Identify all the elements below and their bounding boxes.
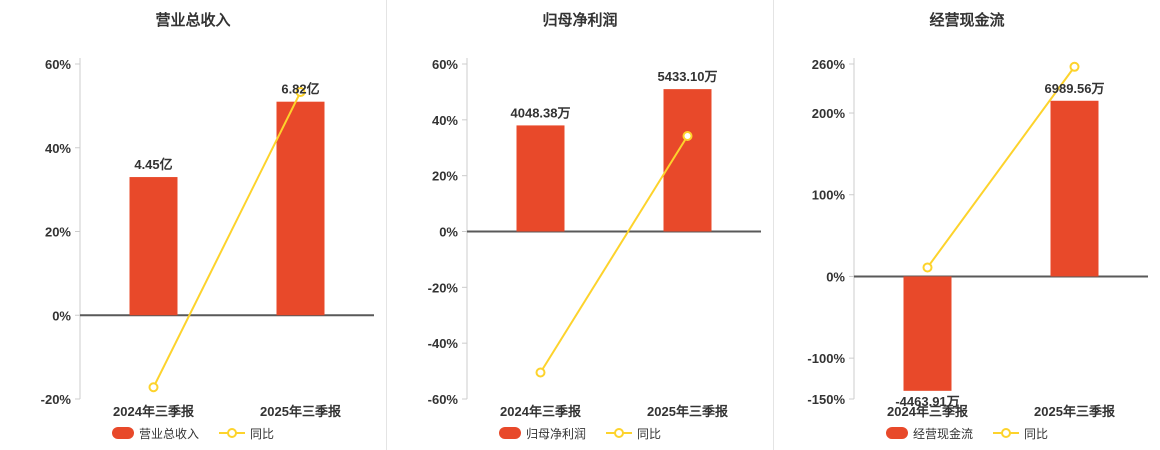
bar-value-label: 6.82亿 <box>281 82 319 97</box>
yoy-point-marker[interactable] <box>922 262 933 273</box>
y-tick-label: 40% <box>45 141 71 156</box>
bar-value-label: 5433.10万 <box>658 69 718 84</box>
revenue-chart: -20% 0% 20% 40% 60% 4.45亿 6.82亿 2024年三季报 2025年三季… <box>41 57 374 419</box>
yoy-point-marker[interactable] <box>1069 61 1080 72</box>
y-tick-label: -150% <box>807 392 845 407</box>
bar-swatch-icon <box>498 427 521 439</box>
line-dot-icon <box>227 428 237 438</box>
yoy-point-marker[interactable] <box>535 367 546 378</box>
legend-label: 归母净利润 <box>525 426 586 441</box>
y-tick-label: 40% <box>432 113 458 128</box>
line-swatch-icon <box>219 427 245 439</box>
bar-2025年三季报[interactable] <box>1050 100 1099 277</box>
legend-label: 同比 <box>250 426 275 441</box>
y-tick-label: 100% <box>812 188 846 203</box>
chart-legend-cash-flow: 经营现金流 同比 <box>774 421 1160 445</box>
chart-legend-net-profit: 归母净利润 同比 <box>387 421 773 445</box>
y-tick-label: -100% <box>807 351 845 366</box>
x-category-label: 2024年三季报 <box>887 404 969 419</box>
x-category-label: 2025年三季报 <box>647 404 729 419</box>
line-dot-icon <box>614 428 624 438</box>
yoy-trend-line <box>152 91 302 388</box>
x-category-label: 2025年三季报 <box>260 404 342 419</box>
legend-item-cash-flow-yoy[interactable]: 同比 <box>993 425 1048 442</box>
y-tick-label: 20% <box>45 225 71 240</box>
line-dot-icon <box>1001 428 1011 438</box>
legend-item-net-profit-yoy[interactable]: 同比 <box>606 425 661 442</box>
y-tick-label: 200% <box>812 106 846 121</box>
bar-2024年三季报[interactable] <box>903 276 952 391</box>
chart-panel-revenue: 营业总收入 -20% 0% 20% 40% 60% 4.45亿 6.82亿 2024年三季报 2… <box>0 0 386 450</box>
bar-value-label: 4048.38万 <box>511 105 571 120</box>
line-swatch-icon <box>606 427 632 439</box>
yoy-trend-line <box>926 66 1076 269</box>
x-category-label: 2024年三季报 <box>500 404 582 419</box>
chart-legend-revenue: 营业总收入 同比 <box>0 421 386 445</box>
line-swatch-icon <box>993 427 1019 439</box>
bar-2024年三季报[interactable] <box>129 177 178 316</box>
y-tick-label: 0% <box>52 308 71 323</box>
legend-label: 同比 <box>1024 426 1049 441</box>
x-category-label: 2025年三季报 <box>1034 404 1116 419</box>
chart-title-net-profit: 归母净利润 <box>542 12 618 29</box>
y-tick-label: 260% <box>812 57 846 72</box>
bar-2024年三季报[interactable] <box>516 125 565 232</box>
chart-title-cash-flow: 经营现金流 <box>929 12 1005 29</box>
y-tick-label: -20% <box>428 280 459 295</box>
legend-label: 同比 <box>637 426 662 441</box>
legend-item-revenue-bar[interactable]: 营业总收入 <box>111 425 199 442</box>
yoy-point-marker[interactable] <box>148 382 159 393</box>
legend-label: 经营现金流 <box>912 426 973 441</box>
net-profit-chart: -60% -40% -20% 0% 20% 40% 60% 4048.38万 5433.10万 2… <box>428 57 761 419</box>
legend-item-revenue-yoy[interactable]: 同比 <box>219 425 274 442</box>
cash-flow-chart: -150% -100% 0% 100% 200% 260% -4463.91万 6989.56… <box>807 57 1148 419</box>
yoy-trend-line <box>539 135 689 374</box>
bar-value-label: -4463.91万 <box>895 394 959 409</box>
bar-value-label: 6989.56万 <box>1045 81 1105 96</box>
legend-item-net-profit-bar[interactable]: 归母净利润 <box>498 425 586 442</box>
y-tick-label: 0% <box>826 269 845 284</box>
bar-2025年三季报[interactable] <box>276 101 325 316</box>
chart-panel-cash-flow: 经营现金流 -150% -100% 0% 100% 200% 260% -4463.91万 6… <box>773 0 1160 450</box>
bar-2025年三季报[interactable] <box>663 89 712 232</box>
y-tick-label: -60% <box>428 392 459 407</box>
legend-item-cash-flow-bar[interactable]: 经营现金流 <box>885 425 973 442</box>
chart-panel-net-profit: 归母净利润 -60% -40% -20% 0% 20% 40% 60% 4048.38万 543… <box>386 0 773 450</box>
bar-swatch-icon <box>885 427 908 439</box>
y-tick-label: 20% <box>432 169 458 184</box>
bar-swatch-icon <box>111 427 134 439</box>
yoy-point-marker[interactable] <box>295 87 306 98</box>
yoy-point-marker[interactable] <box>682 131 693 142</box>
y-tick-label: 0% <box>439 225 458 240</box>
legend-label: 营业总收入 <box>138 426 199 441</box>
y-tick-label: -40% <box>428 336 459 351</box>
chart-title-revenue: 营业总收入 <box>155 12 231 29</box>
bar-value-label: 4.45亿 <box>134 157 172 172</box>
y-tick-label: -20% <box>41 392 72 407</box>
y-tick-label: 60% <box>45 57 71 72</box>
x-category-label: 2024年三季报 <box>113 404 195 419</box>
y-tick-label: 60% <box>432 57 458 72</box>
